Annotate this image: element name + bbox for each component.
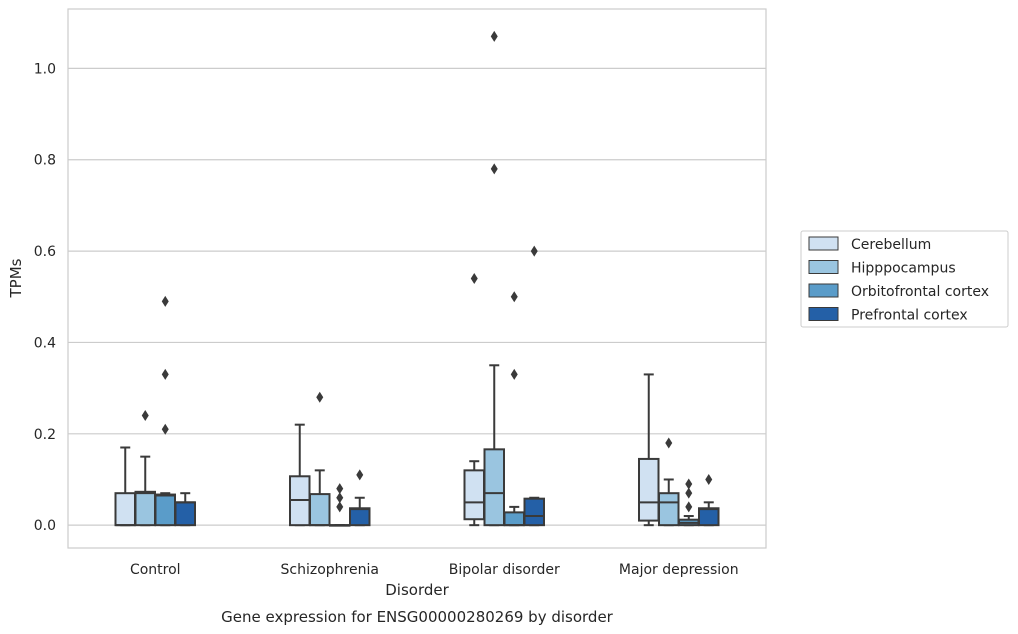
x-axis-title: Disorder bbox=[385, 581, 449, 599]
legend-swatch bbox=[808, 236, 839, 251]
outlier-point bbox=[685, 478, 693, 490]
outlier-point bbox=[530, 245, 538, 257]
box-body bbox=[638, 457, 660, 522]
box-body bbox=[523, 497, 545, 527]
legend-label: Prefrontal cortex bbox=[851, 308, 968, 324]
outlier-point bbox=[336, 483, 344, 495]
box-body bbox=[114, 492, 136, 527]
outlier-point bbox=[356, 469, 364, 481]
outlier-point bbox=[685, 487, 693, 499]
outlier-point bbox=[336, 492, 344, 504]
legend-item: Orbitofrontal cortex bbox=[808, 283, 989, 300]
legend-label: Orbitofrontal cortex bbox=[851, 284, 989, 300]
legend-label: Cerebellum bbox=[851, 237, 931, 253]
legend-item: Hipppocampus bbox=[808, 260, 956, 277]
box-plot-layer bbox=[114, 30, 720, 527]
box-body bbox=[503, 511, 525, 527]
box-orbitofrontal-cortex bbox=[503, 291, 525, 527]
legend-frame bbox=[800, 230, 1009, 328]
legend-label: Hipppocampus bbox=[851, 261, 956, 277]
gridlines bbox=[68, 67, 766, 526]
legend: Cerebellum Hipppocampus Orbitofrontal cort… bbox=[800, 230, 1009, 328]
y-tick-label: 0.6 bbox=[34, 244, 56, 260]
outlier-point bbox=[161, 423, 169, 435]
box-hipppocampus bbox=[134, 410, 156, 527]
box-prefrontal-cortex bbox=[349, 469, 371, 527]
box-cerebellum bbox=[289, 423, 311, 527]
legend-swatch bbox=[808, 260, 839, 274]
box-body bbox=[309, 493, 331, 527]
outlier-point bbox=[685, 501, 693, 513]
box-prefrontal-cortex bbox=[523, 245, 545, 527]
legend-swatch bbox=[808, 283, 839, 298]
y-axis-ticks: 0.0 0.2 0.4 0.6 0.8 1.0 bbox=[34, 61, 56, 534]
box-body bbox=[658, 492, 680, 527]
box-orbitofrontal-cortex bbox=[678, 478, 700, 527]
box-body bbox=[174, 501, 196, 527]
box-prefrontal-cortex bbox=[698, 473, 720, 527]
legend-item: Prefrontal cortex bbox=[808, 307, 968, 324]
outlier-point bbox=[141, 410, 149, 422]
chart-caption: Gene expression for ENSG00000280269 by d… bbox=[221, 608, 614, 626]
y-tick-label: 1.0 bbox=[34, 61, 56, 77]
box-body bbox=[349, 507, 371, 527]
x-tick-label: Bipolar disorder bbox=[449, 562, 560, 578]
box-cerebellum bbox=[463, 273, 485, 527]
outlier-point bbox=[316, 391, 324, 403]
box-body bbox=[463, 469, 485, 521]
y-tick-label: 0.2 bbox=[34, 427, 56, 443]
box-body bbox=[698, 507, 720, 527]
outlier-point bbox=[161, 368, 169, 380]
legend-items: Cerebellum Hipppocampus Orbitofrontal cort… bbox=[808, 236, 989, 324]
outlier-point bbox=[510, 368, 518, 380]
outlier-point bbox=[705, 473, 713, 485]
x-tick-label: Major depression bbox=[619, 562, 739, 578]
box-orbitofrontal-cortex bbox=[329, 483, 351, 527]
axes-frame bbox=[67, 8, 767, 549]
x-tick-label: Schizophrenia bbox=[281, 562, 379, 578]
box-body bbox=[134, 490, 156, 527]
x-axis-ticks: Control Schizophrenia Bipolar disorder Majo… bbox=[130, 562, 739, 578]
outlier-point bbox=[510, 291, 518, 303]
box-orbitofrontal-cortex bbox=[154, 295, 176, 527]
outlier-point bbox=[490, 30, 498, 42]
outlier-point bbox=[665, 437, 673, 449]
box-body bbox=[483, 448, 505, 527]
box-cerebellum bbox=[638, 373, 660, 527]
y-axis-title: TPMs bbox=[7, 258, 25, 298]
y-tick-label: 0.4 bbox=[34, 335, 56, 351]
box-hipppocampus bbox=[658, 437, 680, 527]
legend-item: Cerebellum bbox=[808, 236, 931, 253]
outlier-point bbox=[470, 273, 478, 284]
box-hipppocampus bbox=[483, 30, 505, 527]
box-hipppocampus bbox=[309, 391, 331, 527]
box-prefrontal-cortex bbox=[174, 492, 196, 527]
box-body bbox=[154, 493, 176, 527]
box-cerebellum bbox=[114, 446, 136, 527]
y-tick-label: 0.0 bbox=[34, 518, 56, 534]
outlier-point bbox=[161, 295, 169, 307]
legend-swatch bbox=[808, 307, 839, 321]
outlier-point bbox=[336, 501, 344, 513]
x-tick-label: Control bbox=[130, 562, 181, 578]
outlier-point bbox=[490, 163, 498, 175]
y-tick-label: 0.8 bbox=[34, 153, 56, 169]
